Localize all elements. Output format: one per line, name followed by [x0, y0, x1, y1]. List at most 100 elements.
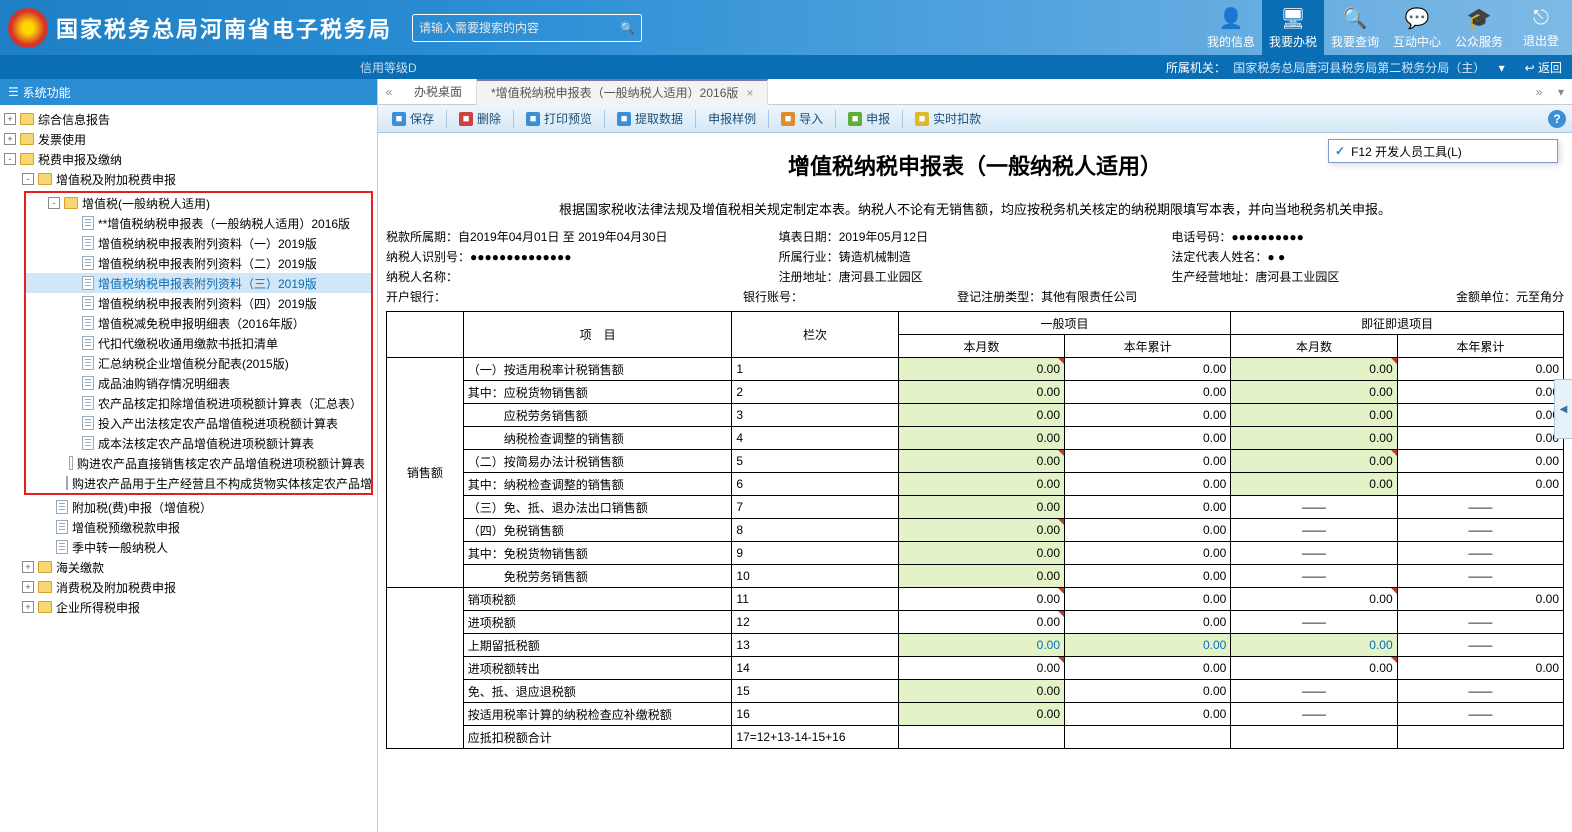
- grid-cell[interactable]: 0.00: [1397, 657, 1563, 680]
- grid-cell[interactable]: 0.00: [1397, 358, 1563, 381]
- grid-cell[interactable]: 0.00: [1231, 427, 1397, 450]
- nav-item[interactable]: 👤我的信息: [1200, 0, 1262, 55]
- toolbar-button[interactable]: 申报样例: [700, 108, 764, 130]
- grid-cell[interactable]: 0.00: [1397, 450, 1563, 473]
- grid-cell[interactable]: 0.00: [898, 657, 1064, 680]
- grid-cell[interactable]: ——: [1397, 565, 1563, 588]
- grid-cell[interactable]: 0.00: [1397, 427, 1563, 450]
- search-input[interactable]: [419, 21, 620, 35]
- grid-cell[interactable]: 0.00: [1065, 404, 1231, 427]
- grid-cell[interactable]: 0.00: [1231, 381, 1397, 404]
- grid-cell[interactable]: 0.00: [1065, 611, 1231, 634]
- grid-cell[interactable]: ——: [1231, 519, 1397, 542]
- search-icon[interactable]: 🔍: [620, 21, 635, 35]
- grid-cell[interactable]: 0.00: [898, 427, 1064, 450]
- grid-cell[interactable]: [898, 726, 1064, 749]
- tree-node[interactable]: **增值税纳税申报表（一般纳税人适用）2016版: [26, 213, 371, 233]
- grid-cell[interactable]: 0.00: [898, 634, 1064, 657]
- grid-cell[interactable]: 0.00: [1231, 657, 1397, 680]
- expander-icon[interactable]: +: [22, 601, 34, 613]
- toolbar-button[interactable]: ■申报: [840, 108, 898, 130]
- grid-cell[interactable]: 0.00: [1397, 381, 1563, 404]
- tree-node[interactable]: 增值税纳税申报表附列资料（一）2019版: [26, 233, 371, 253]
- grid-cell[interactable]: 0.00: [1065, 358, 1231, 381]
- tree-node[interactable]: +综合信息报告: [0, 109, 377, 129]
- grid-cell[interactable]: ——: [1397, 611, 1563, 634]
- grid-cell[interactable]: [1231, 726, 1397, 749]
- nav-item[interactable]: ⎋退出登: [1510, 0, 1572, 55]
- tree-node[interactable]: 附加税(费)申报（增值税）: [0, 497, 377, 517]
- expander-icon[interactable]: +: [22, 581, 34, 593]
- grid-cell[interactable]: 0.00: [898, 565, 1064, 588]
- tab-menu-icon[interactable]: ▾: [1550, 85, 1572, 99]
- grid-cell[interactable]: 0.00: [1231, 473, 1397, 496]
- tab-scroll-right-icon[interactable]: »: [1528, 85, 1550, 99]
- search-box[interactable]: 🔍: [412, 14, 642, 42]
- grid-cell[interactable]: [1065, 726, 1231, 749]
- tree-node[interactable]: +企业所得税申报: [0, 597, 377, 617]
- expander-icon[interactable]: -: [22, 173, 34, 185]
- grid-cell[interactable]: 0.00: [1231, 634, 1397, 657]
- grid-cell[interactable]: 0.00: [1065, 657, 1231, 680]
- grid-cell[interactable]: 0.00: [1065, 496, 1231, 519]
- expander-icon[interactable]: +: [4, 133, 16, 145]
- grid-cell[interactable]: 0.00: [1065, 703, 1231, 726]
- side-tab[interactable]: ◀: [1554, 379, 1572, 439]
- nav-item[interactable]: 🖥我要办税: [1262, 0, 1324, 55]
- tree-node[interactable]: 季中转一般纳税人: [0, 537, 377, 557]
- org-link[interactable]: 国家税务总局唐河县税务局第二税务分局（主）: [1233, 61, 1485, 75]
- grid-cell[interactable]: 0.00: [898, 519, 1064, 542]
- grid-cell[interactable]: 0.00: [898, 496, 1064, 519]
- nav-item[interactable]: 🔍我要查询: [1324, 0, 1386, 55]
- grid-cell[interactable]: [1397, 726, 1563, 749]
- grid-cell[interactable]: ——: [1231, 611, 1397, 634]
- grid-cell[interactable]: 0.00: [1065, 542, 1231, 565]
- toolbar-button[interactable]: ■导入: [773, 108, 831, 130]
- grid-cell[interactable]: 0.00: [1397, 473, 1563, 496]
- nav-item[interactable]: 🎓公众服务: [1448, 0, 1510, 55]
- grid-cell[interactable]: 0.00: [1065, 588, 1231, 611]
- toolbar-button[interactable]: ■删除: [451, 108, 509, 130]
- tree-node[interactable]: 购进农产品直接销售核定农产品增值税进项税额计算表: [26, 453, 371, 473]
- toolbar-button[interactable]: ■保存: [384, 108, 442, 130]
- grid-cell[interactable]: 0.00: [1397, 588, 1563, 611]
- grid-cell[interactable]: ——: [1397, 680, 1563, 703]
- grid-cell[interactable]: 0.00: [898, 703, 1064, 726]
- grid-cell[interactable]: 0.00: [1065, 565, 1231, 588]
- grid-cell[interactable]: ——: [1397, 496, 1563, 519]
- grid-cell[interactable]: ——: [1231, 542, 1397, 565]
- tree-node[interactable]: -税费申报及缴纳: [0, 149, 377, 169]
- nav-item[interactable]: 💬互动中心: [1386, 0, 1448, 55]
- grid-cell[interactable]: ——: [1231, 680, 1397, 703]
- tree-node[interactable]: -增值税(一般纳税人适用): [26, 193, 371, 213]
- help-icon[interactable]: ?: [1548, 110, 1566, 128]
- tree-node[interactable]: 增值税纳税申报表附列资料（二）2019版: [26, 253, 371, 273]
- toolbar-button[interactable]: ■提取数据: [609, 108, 691, 130]
- tree-node[interactable]: 增值税纳税申报表附列资料（四）2019版: [26, 293, 371, 313]
- grid-cell[interactable]: 0.00: [898, 358, 1064, 381]
- devtools-popup[interactable]: ✓ F12 开发人员工具(L): [1328, 139, 1558, 163]
- tree-node[interactable]: 农产品核定扣除增值税进项税额计算表（汇总表）: [26, 393, 371, 413]
- tab-home[interactable]: 办税桌面: [400, 79, 477, 105]
- grid-cell[interactable]: 0.00: [1065, 427, 1231, 450]
- grid-cell[interactable]: 0.00: [898, 473, 1064, 496]
- grid-cell[interactable]: 0.00: [898, 611, 1064, 634]
- grid-cell[interactable]: 0.00: [1397, 404, 1563, 427]
- grid-cell[interactable]: 0.00: [1065, 680, 1231, 703]
- expander-icon[interactable]: -: [48, 197, 60, 209]
- grid-cell[interactable]: 0.00: [1065, 381, 1231, 404]
- grid-cell[interactable]: ——: [1397, 519, 1563, 542]
- grid-cell[interactable]: 0.00: [898, 588, 1064, 611]
- grid-cell[interactable]: 0.00: [898, 680, 1064, 703]
- toolbar-button[interactable]: ■打印预览: [518, 108, 600, 130]
- grid-cell[interactable]: 0.00: [898, 381, 1064, 404]
- grid-cell[interactable]: ——: [1231, 496, 1397, 519]
- grid-cell[interactable]: ——: [1397, 634, 1563, 657]
- dropdown-icon[interactable]: ▾: [1499, 61, 1505, 75]
- grid-cell[interactable]: 0.00: [1231, 358, 1397, 381]
- tree-node[interactable]: +消费税及附加税费申报: [0, 577, 377, 597]
- grid-cell[interactable]: ——: [1397, 703, 1563, 726]
- grid-cell[interactable]: 0.00: [1231, 588, 1397, 611]
- grid-cell[interactable]: ——: [1231, 703, 1397, 726]
- toolbar-button[interactable]: ■实时扣款: [907, 108, 989, 130]
